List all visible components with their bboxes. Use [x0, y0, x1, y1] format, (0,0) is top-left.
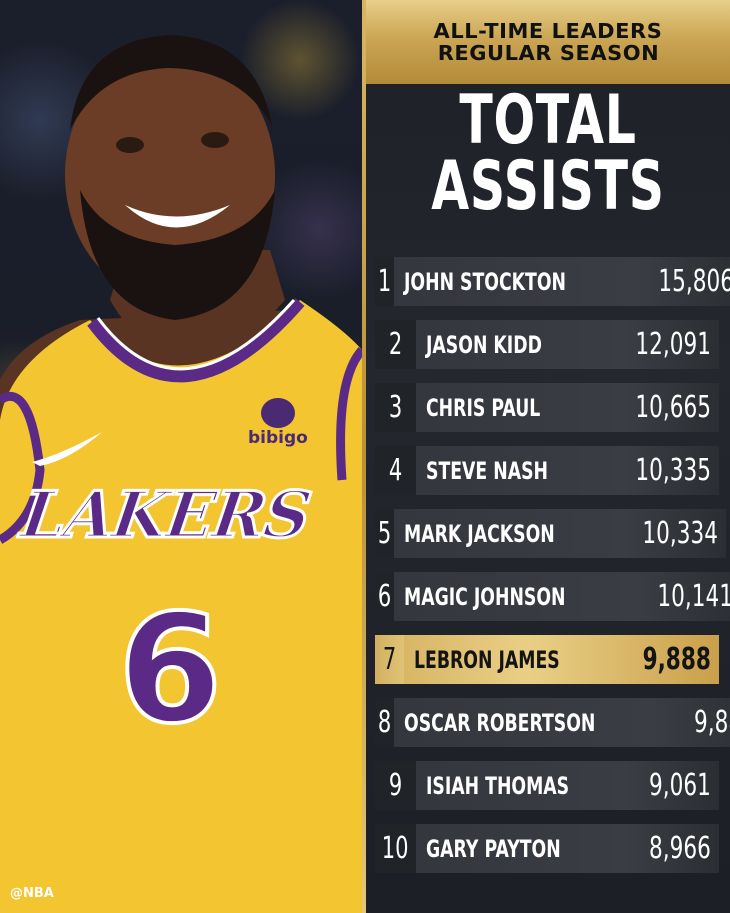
leader-bar: STEVE NASH 10,335 [416, 446, 719, 495]
leader-rank: 10 [375, 824, 416, 873]
leader-name: CHRIS PAUL [426, 393, 541, 422]
leader-name: MAGIC JOHNSON [404, 582, 566, 611]
leader-name: OSCAR ROBERTSON [404, 708, 596, 737]
leader-rank: 2 [375, 320, 416, 369]
leader-name: MARK JACKSON [404, 519, 555, 548]
leader-rank: 9 [375, 761, 416, 810]
leader-bar: JOHN STOCKTON 15,806 [394, 257, 730, 306]
leader-row-highlighted: 7 LEBRON JAMES 9,888 [375, 635, 719, 684]
leader-bar: LEBRON JAMES 9,888 [403, 635, 719, 684]
leader-bar: GARY PAYTON 8,966 [416, 824, 719, 873]
leader-row: 6 MAGIC JOHNSON 10,141 [375, 572, 730, 621]
jersey-number: 6 [116, 583, 224, 757]
header-line-2: REGULAR SEASON [437, 41, 659, 65]
leader-rank: 7 [375, 635, 404, 684]
leader-bar: ISIAH THOMAS 9,061 [416, 761, 719, 810]
leader-row: 3 CHRIS PAUL 10,665 [375, 383, 719, 432]
gold-divider [362, 0, 366, 913]
leader-row: 1 JOHN STOCKTON 15,806 [375, 257, 730, 306]
leader-value: 9,061 [649, 768, 711, 803]
nba-credit: @NBA [10, 886, 54, 901]
sponsor-logo-icon [260, 398, 295, 428]
leader-name: GARY PAYTON [426, 834, 561, 863]
stat-title-line-1: TOTAL [459, 81, 637, 160]
leader-name: JOHN STOCKTON [404, 267, 567, 296]
leader-value: 10,334 [642, 516, 719, 551]
leader-bar: CHRIS PAUL 10,665 [416, 383, 719, 432]
leader-rank: 8 [375, 698, 395, 747]
jersey-team-name: LAKERS [15, 477, 315, 555]
stat-title-line-2: ASSISTS [431, 147, 665, 226]
leader-rank: 4 [375, 446, 416, 495]
leaders-panel: ALL-TIME LEADERS REGULAR SEASON TOTAL AS… [366, 0, 730, 913]
leader-row: 4 STEVE NASH 10,335 [375, 446, 719, 495]
leader-value: 9,888 [642, 642, 711, 677]
leader-bar: MARK JACKSON 10,334 [394, 509, 727, 558]
leader-bar: OSCAR ROBERTSON 9,887 [394, 698, 730, 747]
leader-row: 2 JASON KIDD 12,091 [375, 320, 719, 369]
leader-bar: MAGIC JOHNSON 10,141 [394, 572, 730, 621]
header-banner: ALL-TIME LEADERS REGULAR SEASON [366, 0, 730, 84]
leader-rank: 5 [375, 509, 395, 558]
player-photo: bibigo LAKERS 6 @NBA [0, 0, 362, 913]
leader-value: 8,966 [649, 831, 711, 866]
leader-value: 9,887 [693, 705, 730, 740]
leader-row: 5 MARK JACKSON 10,334 [375, 509, 727, 558]
sponsor-patch: bibigo [248, 398, 308, 448]
leader-row: 9 ISIAH THOMAS 9,061 [375, 761, 719, 810]
leader-value: 12,091 [635, 327, 711, 362]
leader-value: 10,141 [657, 579, 730, 614]
header-line-1: ALL-TIME LEADERS [433, 19, 663, 43]
leader-bar: JASON KIDD 12,091 [416, 320, 719, 369]
leader-name: JASON KIDD [426, 330, 542, 359]
leader-name: STEVE NASH [426, 456, 548, 485]
leader-rank: 1 [375, 257, 395, 306]
leader-rank: 6 [375, 572, 395, 621]
leader-value: 15,806 [658, 264, 730, 299]
leader-name: LEBRON JAMES [413, 645, 560, 674]
sponsor-text: bibigo [248, 428, 308, 448]
stat-title: TOTAL ASSISTS [366, 81, 730, 226]
leader-value: 10,335 [635, 453, 711, 488]
leader-name: ISIAH THOMAS [426, 771, 570, 800]
player-illustration [0, 35, 362, 913]
leader-row: 10 GARY PAYTON 8,966 [375, 824, 719, 873]
leader-row: 8 OSCAR ROBERTSON 9,887 [375, 698, 730, 747]
leader-value: 10,665 [635, 390, 711, 425]
leader-rank: 3 [375, 383, 416, 432]
